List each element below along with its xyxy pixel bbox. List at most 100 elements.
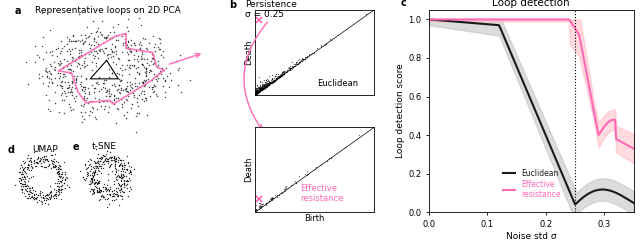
Point [85,46,95,50]
Point [253,89,263,93]
Point [45,71,55,74]
Point [117,68,127,72]
Point [42,157,52,161]
Point [55,83,65,87]
Point [255,201,266,204]
Point [19,172,29,176]
Point [255,89,265,93]
Point [70,86,81,90]
Point [140,71,150,75]
Point [41,50,51,54]
Point [74,82,84,86]
Point [47,163,58,166]
Point [258,86,268,90]
Point [281,184,291,188]
Point [272,76,282,80]
Point [266,197,276,201]
Point [264,81,275,85]
Point [251,86,261,90]
Point [278,70,289,74]
Point [86,171,97,175]
Text: Representative loops on 2D PCA: Representative loops on 2D PCA [35,6,181,15]
Point [252,90,262,93]
Point [120,42,131,46]
Point [107,189,117,193]
Point [100,35,111,39]
Point [46,153,56,157]
Point [262,81,272,84]
Point [269,79,279,82]
Point [111,38,121,42]
Point [122,84,132,88]
Point [15,181,26,185]
Point [158,76,168,80]
Point [260,85,271,89]
Point [298,57,308,61]
Point [99,162,109,166]
Point [55,74,65,78]
Point [276,71,287,75]
Point [300,55,310,59]
Point [264,81,275,85]
Point [116,194,127,198]
Point [70,77,81,81]
Point [135,47,145,51]
Point [15,178,26,182]
Point [125,49,135,53]
Point [118,113,129,117]
Point [116,174,126,178]
Point [125,170,135,174]
Point [289,64,300,68]
Point [253,88,263,92]
Point [45,195,56,199]
Point [275,75,285,79]
Point [16,181,26,185]
Point [63,91,73,94]
Point [46,158,56,162]
Point [19,178,29,182]
Point [91,40,101,44]
Point [266,78,276,82]
Point [260,85,271,89]
Point [294,61,304,65]
Point [90,86,100,90]
Point [100,46,110,50]
Point [24,190,35,194]
Point [116,97,126,101]
Point [98,160,108,163]
Point [90,115,100,119]
Point [257,88,267,92]
Point [151,92,161,96]
Point [266,80,276,84]
Point [266,80,276,84]
Point [140,99,150,103]
Point [70,40,80,43]
Point [88,189,99,193]
Text: Persistence
σ = 0.25: Persistence σ = 0.25 [245,0,298,19]
Point [122,168,132,172]
Point [108,192,118,196]
Point [115,163,125,167]
Point [280,69,291,73]
Point [269,79,280,83]
Point [104,30,115,34]
Point [24,186,35,190]
Point [133,54,143,58]
Point [108,194,118,198]
Point [252,91,262,95]
Point [148,34,158,38]
Point [132,112,142,115]
Point [250,92,260,95]
Point [269,78,280,82]
Point [152,94,163,98]
Point [321,159,332,163]
Point [273,76,284,80]
Point [115,158,125,162]
Point [59,98,69,102]
Point [93,26,103,30]
Point [252,92,262,96]
Point [68,69,79,73]
Point [93,42,104,46]
Point [22,179,33,183]
Point [253,91,263,94]
